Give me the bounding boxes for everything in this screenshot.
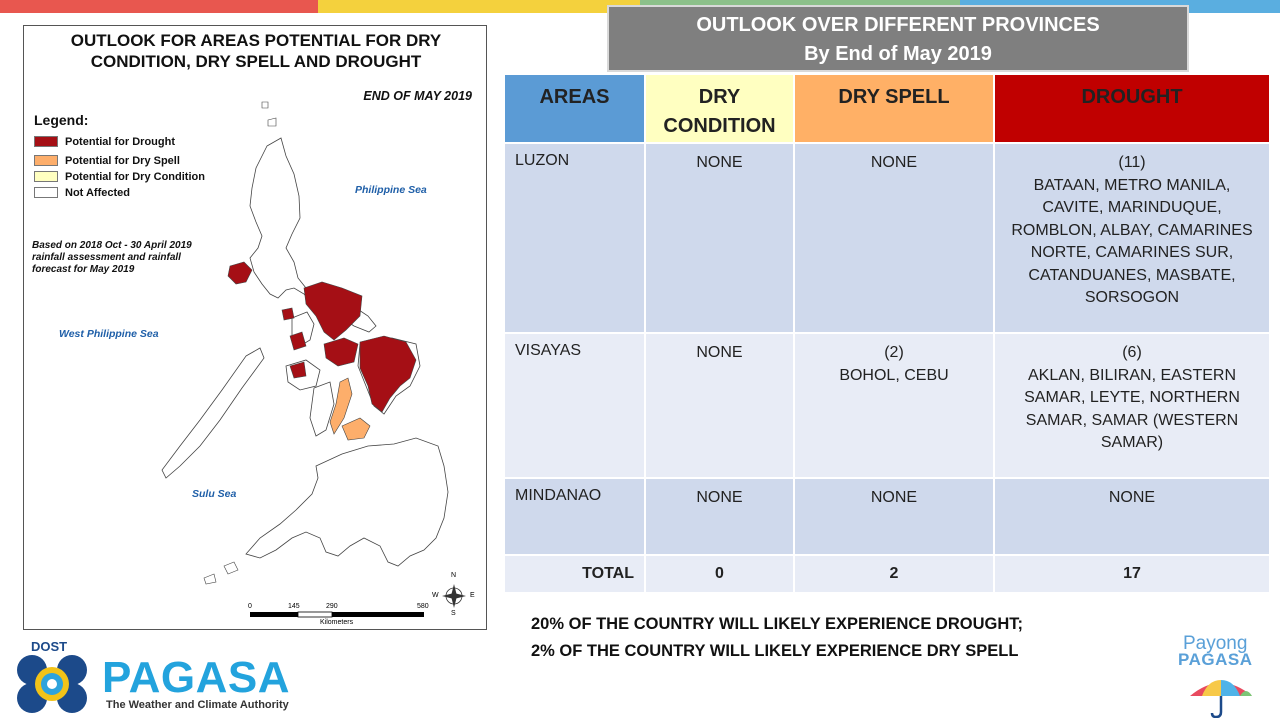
legend-item-dry-condition: Potential for Dry Condition: [34, 170, 205, 183]
top-strip-red: [0, 0, 318, 13]
map-panel: OUTLOOK FOR AREAS POTENTIAL FOR DRY COND…: [23, 25, 487, 630]
legend-label-dry-spell: Potential for Dry Spell: [65, 154, 180, 167]
negros-island: [309, 381, 335, 437]
compass-n: N: [451, 572, 457, 579]
cell-dry-spell: NONE: [793, 142, 995, 334]
cell-drought: NONE: [993, 477, 1271, 556]
map-note: Based on 2018 Oct - 30 April 2019 rainfa…: [32, 240, 192, 275]
sea-label-west-philippine: West Philippine Sea: [59, 328, 159, 340]
outlook-header-line1: OUTLOOK OVER DIFFERENT PROVINCES: [696, 14, 1100, 36]
compass-rose: [442, 584, 466, 608]
scale-tick-290: 290: [326, 603, 338, 610]
legend-item-not-affected: Not Affected: [34, 186, 130, 199]
palawan-island: [161, 347, 265, 479]
philippines-map: [161, 101, 466, 618]
total-drought: 17: [993, 554, 1271, 594]
payong-label: Payong: [1183, 633, 1248, 654]
compass-w: W: [432, 592, 439, 599]
top-strip-yellow: [318, 0, 640, 13]
cell-dry-condition: NONE: [644, 332, 795, 479]
legend-swatch-dry-spell: [34, 155, 58, 166]
column-header-dry-spell: DRY SPELL: [793, 73, 995, 144]
scale-unit: Kilometers: [320, 619, 354, 626]
summary-line1: 20% OF THE COUNTRY WILL LIKELY EXPERIENC…: [531, 615, 1024, 633]
legend-swatch-not-affected: [34, 187, 58, 198]
map-date: END OF MAY 2019: [363, 89, 472, 103]
dost-label: DOST: [31, 639, 68, 654]
legend-label-dry-condition: Potential for Dry Condition: [65, 170, 205, 183]
total-row: TOTAL 0 2 17: [503, 554, 1271, 594]
sea-label-sulu: Sulu Sea: [192, 488, 237, 500]
scale-tick-145: 145: [288, 603, 300, 610]
map-title-line1: OUTLOOK FOR AREAS POTENTIAL FOR DRY: [70, 31, 442, 50]
row-area-luzon: LUZON: [503, 142, 646, 334]
sea-label-philippine: Philippine Sea: [355, 184, 427, 196]
drought-romblon: [289, 331, 307, 351]
drought-marinduque: [281, 307, 295, 321]
scale-bar: [250, 611, 424, 618]
column-header-dry-condition: DRY CONDITION: [644, 73, 795, 144]
cell-dry-spell: NONE: [793, 477, 995, 556]
drought-southern-luzon: [303, 281, 363, 341]
cell-drought: (6) AKLAN, BILIRAN, EASTERN SAMAR, LEYTE…: [993, 332, 1271, 479]
total-dry-spell: 2: [793, 554, 995, 594]
outlook-header: OUTLOOK OVER DIFFERENT PROVINCES By End …: [607, 5, 1189, 72]
dry-spell-bohol: [341, 417, 371, 441]
legend-label-drought: Potential for Drought: [65, 135, 175, 148]
total-dry-condition: 0: [644, 554, 795, 594]
table-header-row: AREAS DRY CONDITION DRY SPELL DROUGHT: [503, 73, 1271, 144]
table-row: LUZON NONE NONE (11) BATAAN, METRO MANIL…: [503, 142, 1271, 334]
mindanao-island: [245, 437, 449, 567]
umbrella-icon: [1190, 680, 1252, 718]
column-header-drought: DROUGHT: [993, 73, 1271, 144]
compass-s: S: [451, 610, 456, 617]
row-area-visayas: VISAYAS: [503, 332, 646, 479]
drought-aklan: [289, 361, 307, 379]
compass-e: E: [470, 592, 475, 599]
payong-pagasa-label: PAGASA: [1178, 650, 1253, 669]
legend-title: Legend:: [34, 112, 89, 128]
map-title: OUTLOOK FOR AREAS POTENTIAL FOR DRY COND…: [24, 30, 486, 72]
table-row: VISAYAS NONE (2) BOHOL, CEBU (6) AKLAN, …: [503, 332, 1271, 479]
column-header-areas: AREAS: [503, 73, 646, 144]
row-area-mindanao: MINDANAO: [503, 477, 646, 556]
pagasa-logo-icon: [17, 655, 87, 713]
cell-dry-spell: (2) BOHOL, CEBU: [793, 332, 995, 479]
scale-tick-580: 580: [417, 603, 429, 610]
drought-bataan-manila: [227, 261, 253, 285]
summary: 20% OF THE COUNTRY WILL LIKELY EXPERIENC…: [531, 611, 1023, 665]
total-label: TOTAL: [503, 554, 646, 594]
pagasa-wordmark: PAGASA: [102, 653, 290, 702]
scale-tick-0: 0: [248, 603, 252, 610]
legend-item-drought: Potential for Drought: [34, 135, 175, 148]
cell-dry-condition: NONE: [644, 477, 795, 556]
cell-drought: (11) BATAAN, METRO MANILA, CAVITE, MARIN…: [993, 142, 1271, 334]
legend-item-dry-spell: Potential for Dry Spell: [34, 154, 180, 167]
outlook-table: AREAS DRY CONDITION DRY SPELL DROUGHT LU…: [503, 73, 1271, 594]
drought-samar-leyte: [359, 335, 417, 413]
pagasa-tagline: The Weather and Climate Authority: [106, 699, 289, 711]
drought-masbate: [323, 337, 359, 367]
summary-line2: 2% OF THE COUNTRY WILL LIKELY EXPERIENCE…: [531, 642, 1019, 660]
legend-swatch-dry-condition: [34, 171, 58, 182]
table-row: MINDANAO NONE NONE NONE: [503, 477, 1271, 556]
outlook-header-line2: By End of May 2019: [804, 43, 992, 65]
cell-dry-condition: NONE: [644, 142, 795, 334]
dry-spell-cebu: [329, 377, 353, 435]
legend-swatch-drought: [34, 136, 58, 147]
map-title-line2: CONDITION, DRY SPELL AND DROUGHT: [90, 52, 422, 71]
legend-label-not-affected: Not Affected: [65, 186, 130, 199]
